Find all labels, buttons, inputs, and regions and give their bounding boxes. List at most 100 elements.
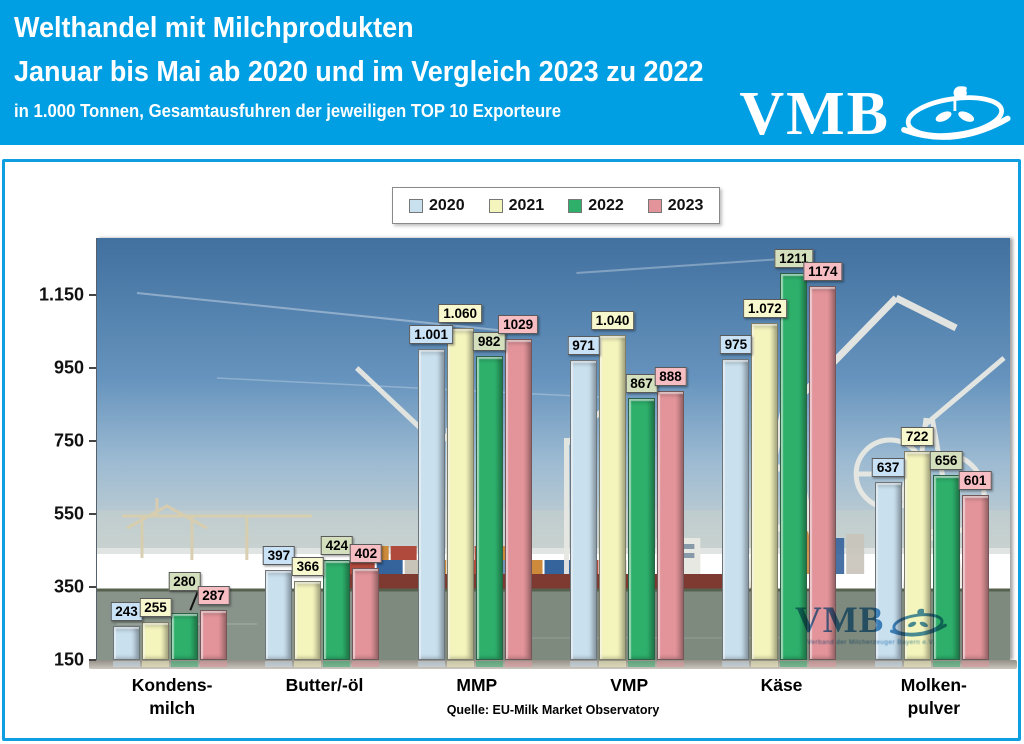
- legend-item-2022: 2022: [568, 197, 624, 215]
- bar-value-label: 1029: [498, 315, 539, 335]
- bar: [599, 335, 626, 660]
- bar: [809, 286, 837, 660]
- bar: [142, 621, 169, 660]
- bar: [446, 327, 474, 660]
- bar-value-label: 287: [197, 585, 230, 605]
- watermark-swirl-icon: [890, 608, 948, 637]
- bar-value-label: 255: [139, 597, 172, 617]
- bar-value-label: 1.060: [438, 303, 483, 323]
- bar-value-label: 637: [871, 458, 905, 478]
- bar-reflection: [628, 661, 655, 667]
- legend-label: 2022: [588, 196, 624, 214]
- vmb-swirl-icon: [901, 86, 1011, 140]
- y-axis-label: 1.150: [38, 284, 84, 305]
- bar-reflection: [932, 661, 960, 667]
- bar-value-label: 656: [929, 451, 963, 471]
- legend-swatch: [568, 198, 583, 213]
- bar-reflection: [200, 661, 227, 667]
- category-label: Butter/-öl: [285, 675, 364, 695]
- bar-reflection: [903, 661, 931, 667]
- watermark-small-text: Verband der Milcherzeuger Bayern e.V.: [806, 639, 936, 646]
- bar-reflection: [171, 661, 198, 667]
- bar-reflection: [809, 661, 837, 667]
- category-label: Käse: [760, 675, 803, 695]
- bar-value-label: 397: [262, 545, 296, 565]
- bar: [961, 495, 989, 660]
- bar: [352, 568, 380, 660]
- y-axis-label: 350: [53, 576, 84, 597]
- bar-reflection: [475, 661, 503, 667]
- harbor-photo-background: [97, 238, 1010, 660]
- bar-reflection: [874, 661, 902, 667]
- source-note: Quelle: EU-Milk Market Observatory: [446, 703, 660, 717]
- bar: [113, 626, 140, 660]
- bar-reflection: [599, 661, 626, 667]
- y-axis-tick: [89, 659, 96, 661]
- bar: [323, 559, 351, 660]
- category-label: VMP: [610, 675, 649, 695]
- bar-value-label: 1.072: [742, 299, 787, 319]
- y-axis-label: 950: [53, 357, 84, 378]
- bar-reflection: [142, 661, 169, 667]
- legend: 2020 2021 2022 2023: [392, 187, 721, 224]
- bar: [780, 272, 808, 660]
- bar-reflection: [722, 661, 750, 667]
- bar-value-label: 975: [719, 334, 753, 354]
- vmb-logo-text: VMB: [739, 80, 890, 148]
- header-banner: Welthandel mit Milchprodukten Januar bis…: [0, 0, 1024, 145]
- bar-reflection: [961, 661, 989, 667]
- bar-reflection: [417, 661, 445, 667]
- bar: [722, 358, 750, 660]
- bar-value-label: 1211: [774, 248, 814, 268]
- bar-reflection: [265, 661, 293, 667]
- y-axis-tick: [89, 294, 96, 296]
- bar-value-label: 280: [168, 571, 201, 591]
- bar-value-label: 1174: [803, 262, 843, 282]
- bar-reflection: [352, 661, 380, 667]
- bar-reflection: [294, 661, 322, 667]
- bar-reflection: [504, 661, 532, 667]
- category-label: Kondens- milch: [131, 675, 213, 718]
- bar-value-label: 366: [291, 557, 325, 577]
- subtitle: in 1.000 Tonnen, Gesamtausfuhren der jew…: [14, 101, 562, 121]
- bar-value-label: 243: [110, 602, 143, 622]
- bar-reflection: [751, 661, 779, 667]
- bar: [751, 323, 779, 660]
- bar-value-label: 867: [625, 374, 658, 394]
- y-axis-label: 150: [53, 649, 84, 670]
- vmb-logo: VMB: [739, 77, 1012, 148]
- bar: [171, 612, 198, 660]
- bar: [628, 398, 655, 660]
- watermark-text: VMB: [795, 600, 885, 641]
- bar-value-label: 1.001: [409, 325, 454, 345]
- legend-label: 2023: [667, 196, 704, 214]
- bar: [504, 339, 532, 660]
- bar-reflection: [446, 661, 474, 667]
- bar: [200, 609, 227, 660]
- bar: [657, 390, 684, 660]
- bar: [417, 349, 445, 660]
- bar-value-label: 888: [654, 366, 687, 386]
- y-axis-tick: [89, 586, 96, 588]
- category-label: MMP: [456, 675, 498, 695]
- bar-value-label: 1.040: [590, 311, 635, 331]
- legend-label: 2021: [508, 196, 545, 214]
- y-axis-tick: [89, 367, 96, 369]
- bar: [294, 581, 322, 660]
- legend-item-2023: 2023: [647, 196, 704, 215]
- bar-value-label: 982: [472, 332, 506, 352]
- y-axis-tick: [89, 513, 96, 515]
- legend-item-2021: 2021: [488, 196, 545, 215]
- bar-value-label: 601: [958, 471, 992, 491]
- title-line-2: Januar bis Mai ab 2020 und im Vergleich …: [14, 56, 704, 88]
- y-axis-tick: [89, 440, 96, 442]
- legend-swatch: [488, 198, 503, 213]
- watermark: VMB Verband der Milcherzeuger Bayern e.V…: [795, 600, 955, 646]
- bar-reflection: [570, 661, 597, 667]
- bar-value-label: 722: [900, 427, 934, 447]
- legend-item-2020: 2020: [409, 197, 465, 215]
- y-axis-label: 550: [53, 503, 84, 524]
- category-label: Molken- pulver: [900, 675, 967, 718]
- bar-reflection: [113, 661, 140, 667]
- legend-swatch: [409, 198, 423, 213]
